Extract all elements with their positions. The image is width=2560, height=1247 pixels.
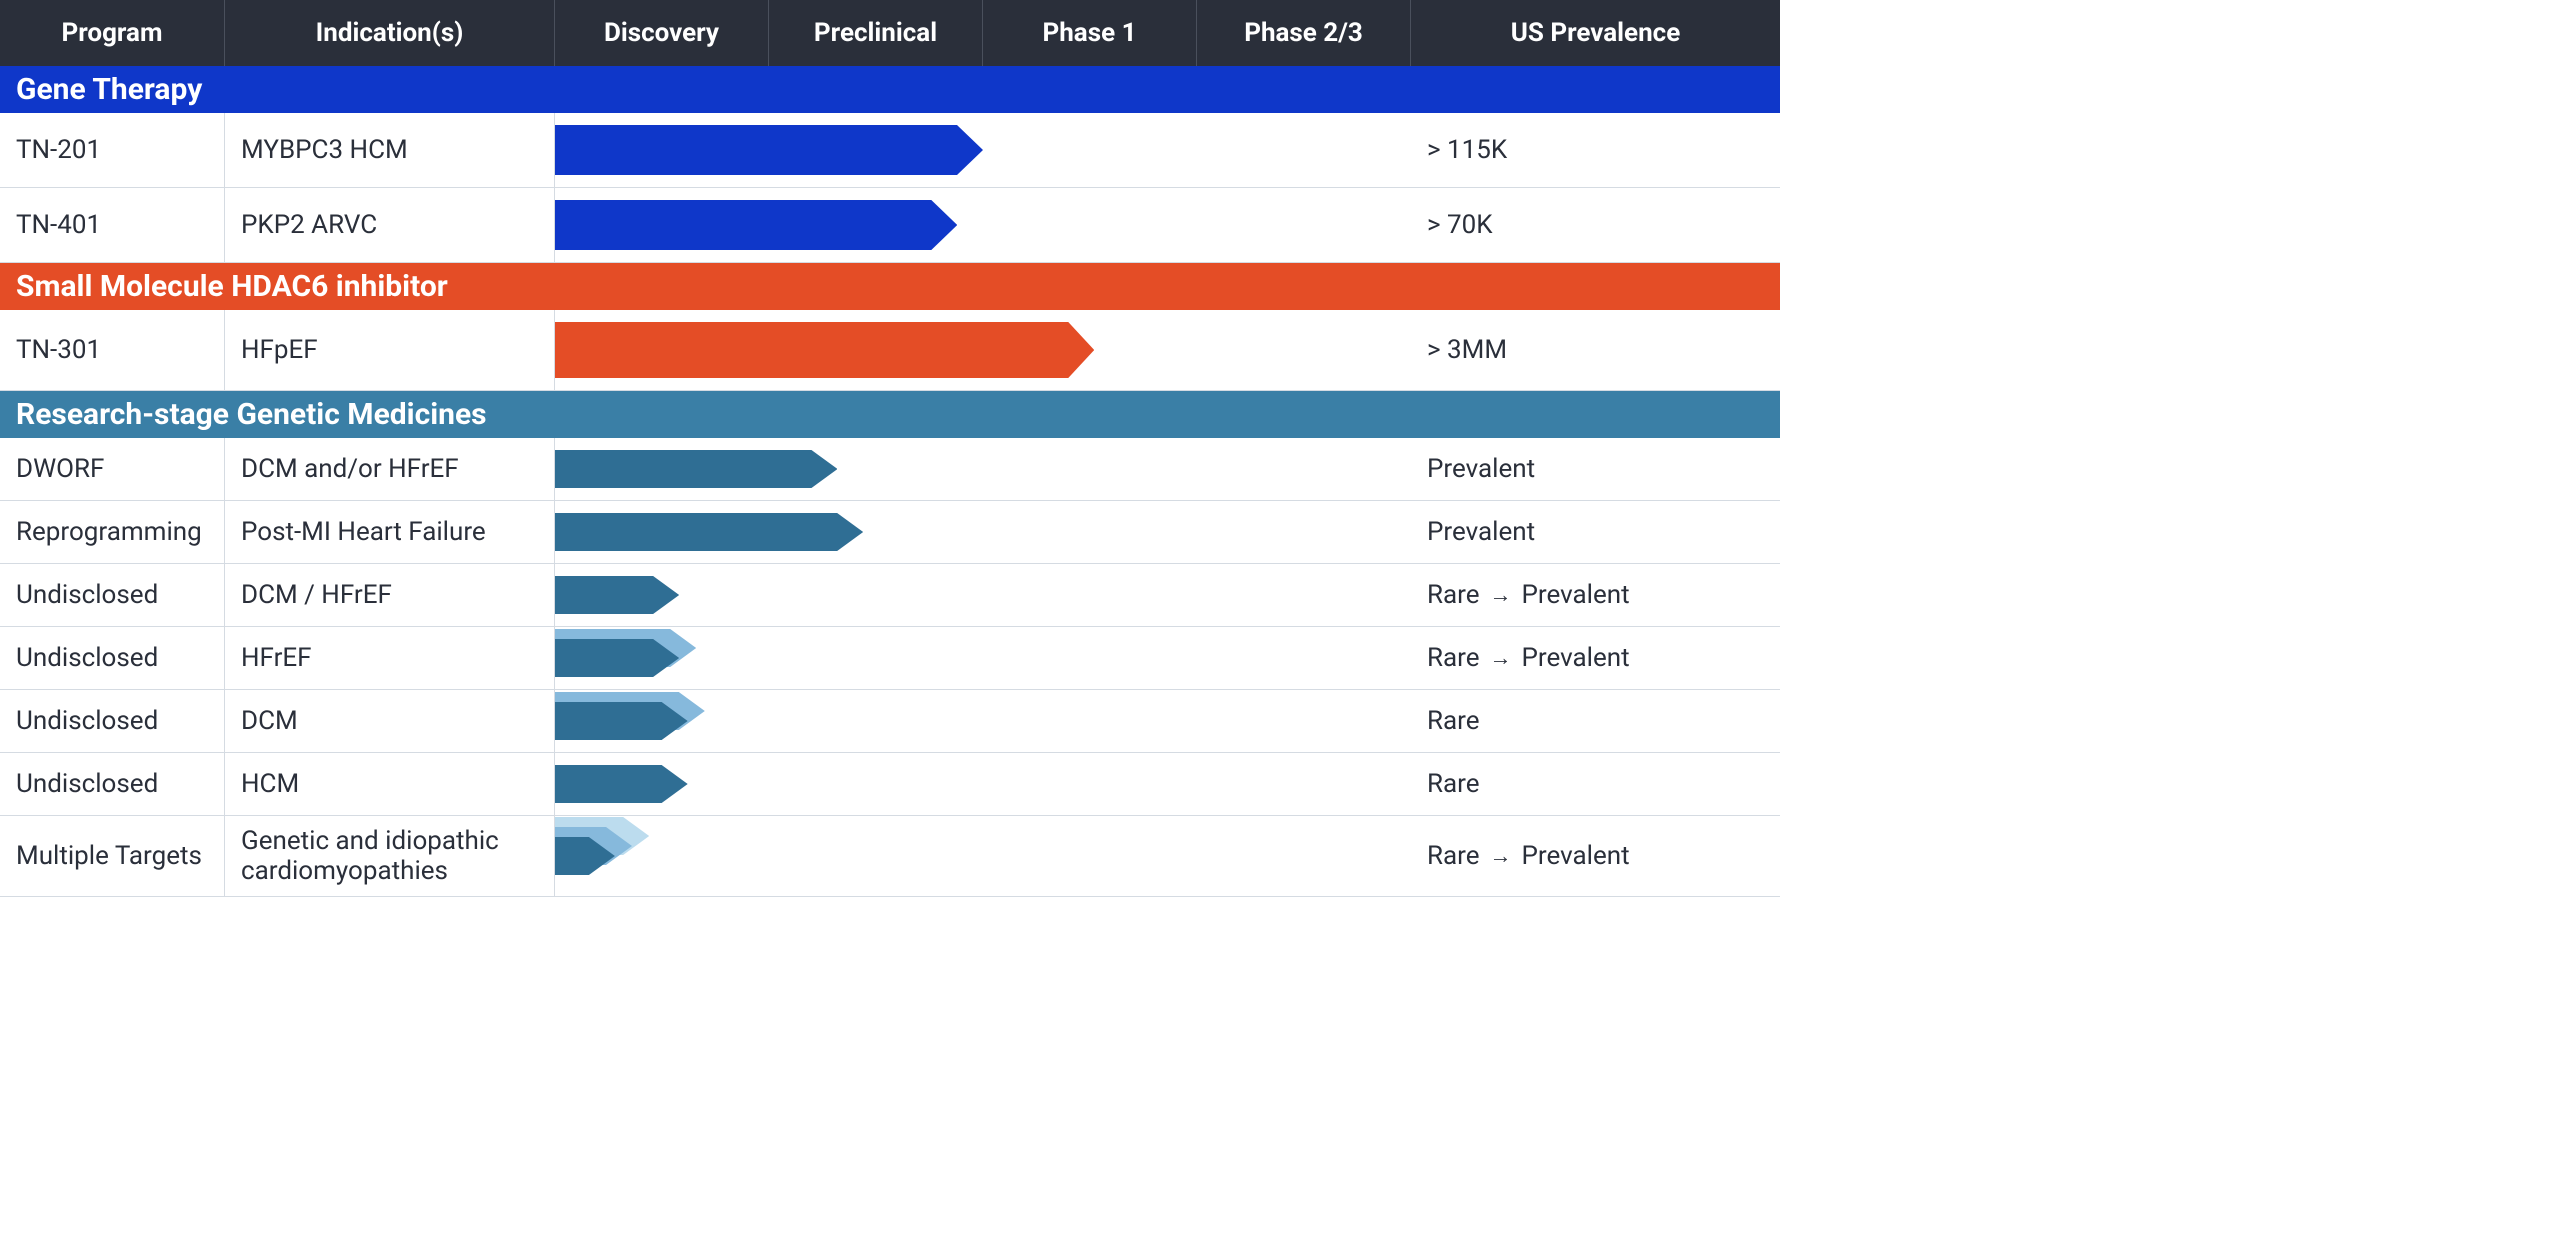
table-row: DWORFDCM and/or HFrEF Prevalent [0,438,1780,501]
cell-program: Undisclosed [0,564,225,626]
progress-bar [555,576,679,614]
cell-prevalence: Rare → Prevalent [1411,816,1780,896]
cell-prevalence: > 3MM [1411,310,1780,390]
cell-phase-track [555,753,1411,815]
cell-indication: HCM [225,753,555,815]
cell-prevalence: Prevalent [1411,501,1780,563]
arrow-right-icon: → [1490,843,1512,869]
prevalence-value: Rare [1427,706,1480,736]
cell-phase-track [555,310,1411,390]
cell-phase-track [555,690,1411,752]
cell-indication: HFpEF [225,310,555,390]
progress-bar [555,125,983,175]
prevalence-from: Rare [1427,841,1480,871]
cell-indication: PKP2 ARVC [225,188,555,262]
pipeline-table: Program Indication(s) Discovery Preclini… [0,0,1780,897]
table-row: TN-201MYBPC3 HCM > 115K [0,113,1780,188]
prevalence-value: Rare → Prevalent [1427,643,1630,673]
cell-program: Multiple Targets [0,816,225,896]
prevalence-value: Prevalent [1427,517,1535,547]
cell-indication: MYBPC3 HCM [225,113,555,187]
section-header: Gene Therapy [0,66,1780,113]
cell-prevalence: > 115K [1411,113,1780,187]
col-header-phase1: Phase 1 [983,0,1197,66]
cell-program: Undisclosed [0,627,225,689]
cell-phase-track [555,438,1411,500]
cell-phase-track [555,501,1411,563]
prevalence-from: Rare [1427,580,1480,610]
prevalence-value: Prevalent [1427,454,1535,484]
col-header-preclinical: Preclinical [769,0,983,66]
cell-prevalence: Rare [1411,753,1780,815]
cell-prevalence: Prevalent [1411,438,1780,500]
cell-program: Undisclosed [0,753,225,815]
cell-program: TN-301 [0,310,225,390]
table-row: UndisclosedDCM Rare [0,690,1780,753]
cell-program: Reprogramming [0,501,225,563]
cell-phase-track [555,816,1411,896]
prevalence-value: > 3MM [1427,335,1507,365]
col-header-indication: Indication(s) [225,0,555,66]
cell-phase-track [555,564,1411,626]
cell-prevalence: Rare → Prevalent [1411,564,1780,626]
cell-program: Undisclosed [0,690,225,752]
progress-bar [555,450,837,488]
progress-bar [555,322,1094,378]
progress-bar [555,200,957,250]
col-header-phase23: Phase 2/3 [1197,0,1411,66]
table-row: UndisclosedDCM / HFrEF Rare → Prevalent [0,564,1780,627]
table-row: TN-301HFpEF > 3MM [0,310,1780,391]
progress-bar [555,513,863,551]
col-header-program: Program [0,0,225,66]
prevalence-value: > 70K [1427,210,1493,240]
cell-indication: Post-MI Heart Failure [225,501,555,563]
cell-indication: DCM [225,690,555,752]
table-row: TN-401PKP2 ARVC > 70K [0,188,1780,263]
cell-program: TN-201 [0,113,225,187]
progress-bar [555,639,679,677]
table-row: Multiple TargetsGenetic and idiopathic c… [0,816,1780,897]
table-row: UndisclosedHFrEF Rare → Prevalent [0,627,1780,690]
cell-prevalence: > 70K [1411,188,1780,262]
cell-program: DWORF [0,438,225,500]
cell-phase-track [555,627,1411,689]
col-header-discovery: Discovery [555,0,769,66]
progress-bar [555,765,688,803]
table-row: ReprogrammingPost-MI Heart Failure Preval… [0,501,1780,564]
progress-bar [555,837,615,875]
cell-phase-track [555,113,1411,187]
progress-bar [555,702,688,740]
prevalence-to: Prevalent [1522,841,1630,871]
sections-container: Gene TherapyTN-201MYBPC3 HCM > 115K TN-401… [0,66,1780,897]
cell-prevalence: Rare → Prevalent [1411,627,1780,689]
section-header: Small Molecule HDAC6 inhibitor [0,263,1780,310]
prevalence-value: Rare [1427,769,1480,799]
cell-indication: DCM and/or HFrEF [225,438,555,500]
col-header-prevalence: US Prevalence [1411,0,1780,66]
cell-indication: DCM / HFrEF [225,564,555,626]
arrow-right-icon: → [1490,645,1512,671]
cell-program: TN-401 [0,188,225,262]
cell-indication: Genetic and idiopathic cardiomyopathies [225,816,555,896]
section-header: Research-stage Genetic Medicines [0,391,1780,438]
prevalence-value: > 115K [1427,135,1507,165]
table-row: UndisclosedHCM Rare [0,753,1780,816]
arrow-right-icon: → [1490,582,1512,608]
prevalence-value: Rare → Prevalent [1427,580,1630,610]
cell-phase-track [555,188,1411,262]
table-header-row: Program Indication(s) Discovery Preclini… [0,0,1780,66]
prevalence-to: Prevalent [1522,643,1630,673]
prevalence-value: Rare → Prevalent [1427,841,1630,871]
prevalence-to: Prevalent [1522,580,1630,610]
cell-prevalence: Rare [1411,690,1780,752]
prevalence-from: Rare [1427,643,1480,673]
cell-indication: HFrEF [225,627,555,689]
